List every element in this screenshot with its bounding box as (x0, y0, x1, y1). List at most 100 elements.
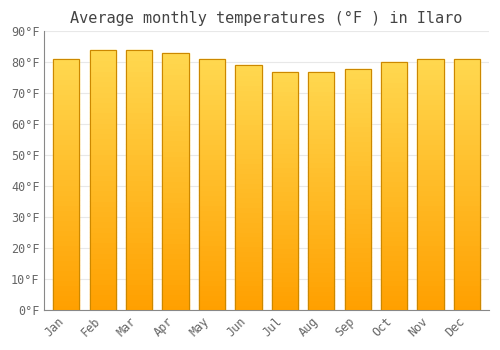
Bar (272, 243, 298, 248)
Bar (236, 168, 262, 173)
Bar (454, 204, 480, 210)
Bar (454, 114, 480, 119)
Bar (199, 265, 225, 270)
Bar (454, 160, 480, 164)
Bar (381, 176, 407, 181)
Bar (162, 269, 188, 274)
Bar (53, 245, 80, 250)
Bar (126, 289, 152, 294)
Bar (381, 275, 407, 280)
Bar (199, 89, 225, 94)
Bar (199, 114, 225, 119)
Bar (381, 216, 407, 221)
Bar (344, 131, 371, 136)
Bar (381, 260, 407, 265)
Bar (454, 84, 480, 89)
Bar (162, 99, 188, 104)
Bar (381, 132, 407, 136)
Bar (418, 255, 444, 260)
Bar (53, 154, 80, 160)
Bar (344, 165, 371, 170)
Bar (418, 189, 444, 195)
Bar (236, 119, 262, 124)
Bar (236, 275, 262, 280)
Bar (162, 135, 188, 140)
Bar (162, 89, 188, 94)
Bar (381, 295, 407, 300)
Bar (381, 136, 407, 141)
Bar (344, 247, 371, 252)
Bar (53, 250, 80, 255)
Bar (199, 69, 225, 74)
Bar (454, 89, 480, 94)
Bar (236, 158, 262, 163)
Bar (308, 215, 334, 219)
Bar (126, 299, 152, 304)
Bar (90, 133, 116, 138)
Bar (53, 175, 80, 180)
Bar (344, 189, 371, 194)
Bar (162, 279, 188, 284)
Bar (126, 76, 152, 81)
Bar (90, 55, 116, 61)
Bar (236, 100, 262, 105)
Bar (126, 133, 152, 138)
Bar (381, 181, 407, 186)
Bar (308, 72, 334, 310)
Bar (344, 194, 371, 199)
Bar (53, 305, 80, 310)
Bar (308, 153, 334, 158)
Bar (308, 300, 334, 305)
Bar (236, 280, 262, 285)
Bar (381, 156, 407, 161)
Bar (199, 145, 225, 149)
Bar (381, 186, 407, 191)
Bar (454, 69, 480, 74)
Bar (126, 284, 152, 289)
Bar (53, 94, 80, 99)
Bar (199, 240, 225, 245)
Bar (126, 268, 152, 273)
Bar (418, 219, 444, 225)
Bar (418, 130, 444, 134)
Bar (162, 300, 188, 304)
Bar (308, 148, 334, 153)
Bar (53, 109, 80, 114)
Bar (53, 69, 80, 74)
Bar (344, 155, 371, 160)
Bar (126, 273, 152, 279)
Bar (454, 245, 480, 250)
Bar (90, 50, 116, 310)
Bar (308, 96, 334, 100)
Bar (418, 250, 444, 255)
Bar (53, 300, 80, 305)
Bar (199, 154, 225, 160)
Bar (53, 124, 80, 130)
Bar (344, 107, 371, 112)
Bar (236, 148, 262, 153)
Bar (126, 102, 152, 107)
Bar (126, 253, 152, 258)
Bar (381, 191, 407, 196)
Bar (53, 99, 80, 104)
Bar (454, 219, 480, 225)
Bar (272, 148, 298, 153)
Bar (381, 300, 407, 305)
Bar (126, 50, 152, 310)
Bar (272, 176, 298, 181)
Bar (236, 65, 262, 70)
Bar (53, 134, 80, 139)
Bar (381, 117, 407, 122)
Bar (344, 223, 371, 228)
Bar (90, 92, 116, 97)
Bar (381, 255, 407, 260)
Bar (454, 124, 480, 130)
Bar (381, 226, 407, 231)
Bar (418, 104, 444, 109)
Bar (272, 195, 298, 200)
Bar (344, 271, 371, 276)
Bar (53, 225, 80, 230)
Bar (308, 229, 334, 233)
Bar (162, 140, 188, 146)
Bar (454, 109, 480, 114)
